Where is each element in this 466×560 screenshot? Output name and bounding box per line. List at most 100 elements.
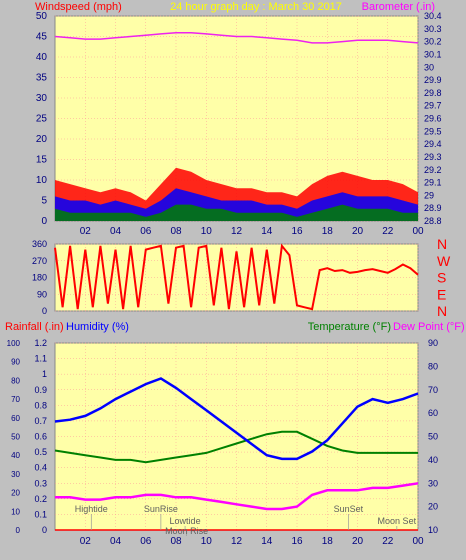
temperature-y-tick: 60: [428, 408, 438, 418]
x-tick-label: 22: [382, 226, 394, 237]
wind-y-tick: 45: [36, 32, 48, 43]
compass-label: N: [437, 236, 447, 252]
wind-direction-line: [54, 243, 419, 311]
humidity-y-tick: 10: [11, 507, 20, 516]
event-label: SunRise: [144, 504, 178, 514]
temperature-y-tick: 10: [428, 525, 438, 535]
barometer-label: Barometer (.in): [362, 1, 435, 13]
wind-y-tick: 15: [36, 155, 48, 166]
direction-y-tick: 270: [32, 256, 47, 266]
humidity-y-tick: 30: [11, 470, 20, 479]
rainfall-legend: Rainfall (.in): [5, 321, 64, 333]
barometer-y-tick: 30.3: [424, 24, 442, 34]
temperature-y-tick: 50: [428, 432, 438, 442]
event-label: Lowtide: [170, 516, 201, 526]
humidity-legend: Humidity (%): [66, 321, 129, 333]
temperature-line: [54, 430, 418, 464]
humidity-y-tick: 40: [11, 451, 20, 460]
rainfall-y-tick: 0.3: [34, 478, 47, 488]
humidity-y-tick: 20: [11, 489, 20, 498]
rainfall-y-tick: 1: [42, 369, 47, 379]
barometer-y-tick: 30.2: [424, 37, 442, 47]
rainfall-y-tick: 0.4: [34, 463, 47, 473]
wind-y-tick: 5: [41, 196, 47, 207]
dewpoint-legend: Dew Point (°F): [393, 321, 465, 333]
temperature-y-tick: 70: [428, 385, 438, 395]
barometer-y-tick: 29.6: [424, 114, 442, 124]
compass-label: S: [437, 270, 446, 286]
x-tick-label: 00: [412, 536, 424, 547]
barometer-y-tick: 30.4: [424, 11, 442, 21]
direction-y-tick: 0: [42, 306, 47, 316]
x-tick-label: 14: [261, 536, 273, 547]
temperature-legend: Temperature (°F): [308, 321, 391, 333]
wind-y-tick: 35: [36, 73, 48, 84]
x-tick-label: 02: [80, 226, 92, 237]
barometer-line: [54, 31, 419, 44]
x-tick-label: 04: [110, 536, 122, 547]
compass-label: W: [437, 253, 451, 269]
x-tick-label: 06: [140, 226, 152, 237]
x-tick-label: 22: [382, 536, 394, 547]
barometer-y-tick: 30: [424, 62, 434, 72]
wind-average-area: [55, 204, 418, 221]
barometer-y-tick: 29.9: [424, 75, 442, 85]
event-label: SunSet: [334, 504, 364, 514]
barometer-y-tick: 28.9: [424, 203, 442, 213]
barometer-y-tick: 29.4: [424, 139, 442, 149]
temperature-y-tick: 80: [428, 361, 438, 371]
rainfall-y-tick: 0: [42, 525, 47, 535]
dewpoint-line: [55, 482, 419, 511]
wind-y-tick: 20: [36, 134, 48, 145]
x-tick-label: 16: [291, 536, 303, 547]
barometer-y-tick: 29.5: [424, 126, 442, 136]
x-tick-label: 20: [352, 536, 364, 547]
rainfall-y-tick: 0.2: [34, 494, 47, 504]
barometer-y-tick: 29.7: [424, 101, 442, 111]
x-tick-label: 20: [352, 226, 364, 237]
temperature-y-tick: 30: [428, 478, 438, 488]
windspeed-label: Windspeed (mph): [35, 1, 122, 13]
wind-y-tick: 30: [36, 93, 48, 104]
barometer-y-tick: 28.8: [424, 216, 442, 226]
barometer-y-tick: 30.1: [424, 49, 442, 59]
humidity-y-tick: 90: [11, 358, 20, 367]
x-tick-label: 16: [291, 226, 303, 237]
chart-title: 24 hour graph day : March 30 2017: [170, 1, 342, 13]
temperature-y-tick: 20: [428, 502, 438, 512]
x-tick-label: 10: [201, 226, 213, 237]
compass-label: E: [437, 286, 446, 302]
x-tick-label: 04: [110, 226, 122, 237]
barometer-y-tick: 29: [424, 190, 434, 200]
direction-y-tick: 90: [37, 289, 47, 299]
wind-y-tick: 0: [41, 216, 47, 227]
humidity-y-tick: 80: [11, 376, 20, 385]
x-tick-label: 10: [201, 536, 213, 547]
rainfall-y-tick: 0.6: [34, 432, 47, 442]
plot-layer: 0510152025303540455028.828.92929.129.229…: [7, 11, 451, 547]
humidity-y-tick: 60: [11, 414, 20, 423]
humidity-y-tick: 70: [11, 395, 20, 404]
wind-y-tick: 50: [36, 11, 48, 22]
wind-y-tick: 40: [36, 52, 48, 63]
humidity-y-tick: 100: [7, 339, 21, 348]
x-tick-label: 12: [231, 536, 243, 547]
x-tick-label: 12: [231, 226, 243, 237]
humidity-y-tick: 50: [11, 433, 20, 442]
event-label: Moon Rise: [165, 526, 208, 536]
barometer-y-tick: 29.2: [424, 165, 442, 175]
temperature-y-tick: 40: [428, 455, 438, 465]
x-tick-label: 00: [412, 226, 424, 237]
barometer-y-tick: 29.8: [424, 88, 442, 98]
x-tick-label: 18: [322, 536, 334, 547]
wind-y-tick: 25: [36, 114, 48, 125]
humidity-y-tick: 0: [16, 526, 21, 535]
direction-y-tick: 180: [32, 273, 47, 283]
x-tick-label: 02: [80, 536, 92, 547]
rainfall-y-tick: 1.2: [34, 338, 47, 348]
rainfall-y-tick: 1.1: [34, 354, 47, 364]
x-tick-label: 18: [322, 226, 334, 237]
compass-label: N: [437, 303, 447, 319]
